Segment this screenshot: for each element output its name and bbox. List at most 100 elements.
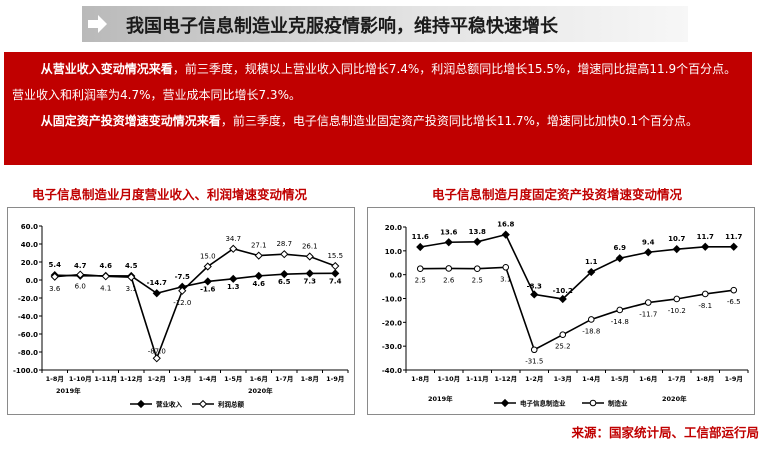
data-label-s1: -14.8 <box>611 318 629 326</box>
x-tick-label: 1-8月 <box>411 375 429 383</box>
data-label-s0: 11.7 <box>725 233 742 241</box>
data-point-s0 <box>473 237 482 246</box>
data-point-s0 <box>416 242 425 252</box>
data-label-s1: 15.5 <box>327 252 343 260</box>
data-label-s1: 2.5 <box>472 277 483 285</box>
y-tick-label: -40.0 <box>382 367 402 375</box>
data-point-s1 <box>559 331 567 339</box>
data-label-s1: 25.2 <box>555 343 571 351</box>
data-label-s0: 11.7 <box>697 233 714 241</box>
data-label-s1: 3.1 <box>126 285 137 293</box>
data-point-s1 <box>101 272 110 281</box>
x-tick-label: 1-10月 <box>437 375 460 383</box>
data-label-s0: 7.3 <box>304 277 317 285</box>
data-label-s1: -87.0 <box>148 347 166 355</box>
year-label: 2019年 <box>428 394 453 403</box>
data-label-s1: 3.6 <box>49 285 61 293</box>
data-label-s1: 15.0 <box>200 253 216 261</box>
y-tick-label: -20.0 <box>18 295 38 303</box>
y-tick-label: 60.0 <box>21 223 38 231</box>
data-point-s1 <box>587 316 595 323</box>
data-label-s1: 27.1 <box>251 242 267 250</box>
x-tick-label: 1-7月 <box>275 375 293 383</box>
chart-revenue-profit: 60.0 40.0 20.0 0.0 -20.0 -40.0 -60.0 -80.0 -100.… <box>13 223 349 409</box>
y-tick-label: 20.0 <box>21 259 38 267</box>
y-tick-label: 0.0 <box>26 277 39 285</box>
year-label: 2019年 <box>56 386 81 395</box>
data-point-s1 <box>127 273 136 282</box>
data-point-s0 <box>203 277 212 286</box>
data-point-s0 <box>152 289 161 298</box>
data-label-s1: 2.6 <box>443 276 455 284</box>
data-point-s1 <box>50 272 59 281</box>
y-tick-label: -20.0 <box>382 319 402 327</box>
data-label-s0: 4.7 <box>74 262 87 270</box>
data-label-s0: 1.1 <box>585 258 598 266</box>
x-tick-label: 1-5月 <box>224 375 242 383</box>
data-label-s1: 3.1 <box>500 275 511 283</box>
y-tick-label: -30.0 <box>382 343 402 351</box>
y-tick-label: 20.0 <box>385 224 402 232</box>
data-label-s0: -8.3 <box>527 282 542 290</box>
summary-p2-text: ，前三季度，电子信息制造业固定资产投资同比增长11.7%，增速同比加快0.1个百… <box>220 114 699 128</box>
data-point-s0 <box>644 248 653 257</box>
data-label-s0: 5.4 <box>49 261 62 269</box>
y-tick-label: -100.0 <box>13 367 38 375</box>
data-point-s1 <box>203 262 212 271</box>
y-tick-label: -80.0 <box>18 349 38 357</box>
summary-box: 从营业收入变动情况来看，前三季度，规模以上营业收入同比增长7.4%，利润总额同比… <box>4 52 752 165</box>
series-line-1 <box>420 266 734 351</box>
data-point-s1 <box>616 306 624 314</box>
x-tick-label: 1-9月 <box>326 375 344 383</box>
data-point-s1 <box>331 261 340 271</box>
data-label-s1: 2.5 <box>415 277 426 285</box>
x-tick-label: 1-9月 <box>725 375 743 383</box>
data-point-s0 <box>501 230 510 239</box>
x-tick-label: 1-7月 <box>668 375 686 383</box>
title-bar: 我国电子信息制造业克服疫情影响，维持平稳快速增长 <box>82 6 688 42</box>
data-label-s0: 1.3 <box>227 283 240 291</box>
legend-label-0: 营业收入 <box>156 400 183 409</box>
data-point-s0 <box>305 269 314 278</box>
x-tick-label: 1-4月 <box>582 375 600 383</box>
x-tick-label: 1-10月 <box>69 375 92 383</box>
data-point-s0 <box>587 267 596 277</box>
data-point-s0 <box>280 270 289 279</box>
summary-paragraph-revenue: 从营业收入变动情况来看，前三季度，规模以上营业收入同比增长7.4%，利润总额同比… <box>12 56 744 108</box>
x-tick-label: 1-8月 <box>301 375 319 383</box>
data-point-s1 <box>305 252 314 261</box>
data-label-s0: 11.6 <box>412 233 429 241</box>
data-label-s0: 4.6 <box>100 262 113 270</box>
data-label-s1: -12.0 <box>173 299 191 307</box>
arrow-right-icon <box>88 15 107 33</box>
legend-marker-0 <box>500 398 510 408</box>
x-tick-label: 1-8月 <box>696 375 714 383</box>
data-label-s1: 4.1 <box>100 284 111 292</box>
legend-label-0: 电子信息制造业 <box>520 399 566 408</box>
data-label-s0: 16.8 <box>497 221 514 229</box>
data-label-s0: 6.5 <box>278 278 291 286</box>
data-point-s0 <box>729 242 738 251</box>
summary-p1-bold: 从营业收入变动情况来看 <box>40 62 173 76</box>
data-label-s0: 13.8 <box>469 228 486 236</box>
y-tick-label: 40.0 <box>21 241 38 249</box>
y-tick-label: 0.0 <box>390 272 403 280</box>
data-label-s0: 9.4 <box>642 238 655 246</box>
data-point-s0 <box>701 242 710 251</box>
chart-title-left: 电子信息制造业月度营业收入、利润增速变动情况 <box>32 187 308 202</box>
chart-frame-right: 20.0 10.0 0.0 -10.0 -20.0 -30.0 -40.0 1-8月 1-10月… <box>367 207 755 415</box>
data-label-s0: -10.2 <box>553 287 573 295</box>
data-point-s1 <box>229 244 238 253</box>
y-tick-label: -60.0 <box>18 331 38 339</box>
x-tick-label: 1-2月 <box>525 375 543 383</box>
year-label: 2020年 <box>248 386 273 395</box>
data-point-s1 <box>701 290 709 298</box>
data-label-s0: -7.5 <box>175 273 190 281</box>
data-label-s1: -10.2 <box>668 307 686 315</box>
x-tick-label: 1-6月 <box>639 375 657 383</box>
data-label-s1: 6.0 <box>75 283 86 291</box>
x-tick-label: 1-11月 <box>466 375 489 383</box>
data-point-s1 <box>254 251 263 260</box>
data-label-s1: 28.7 <box>276 240 292 248</box>
data-point-s1 <box>502 263 510 271</box>
